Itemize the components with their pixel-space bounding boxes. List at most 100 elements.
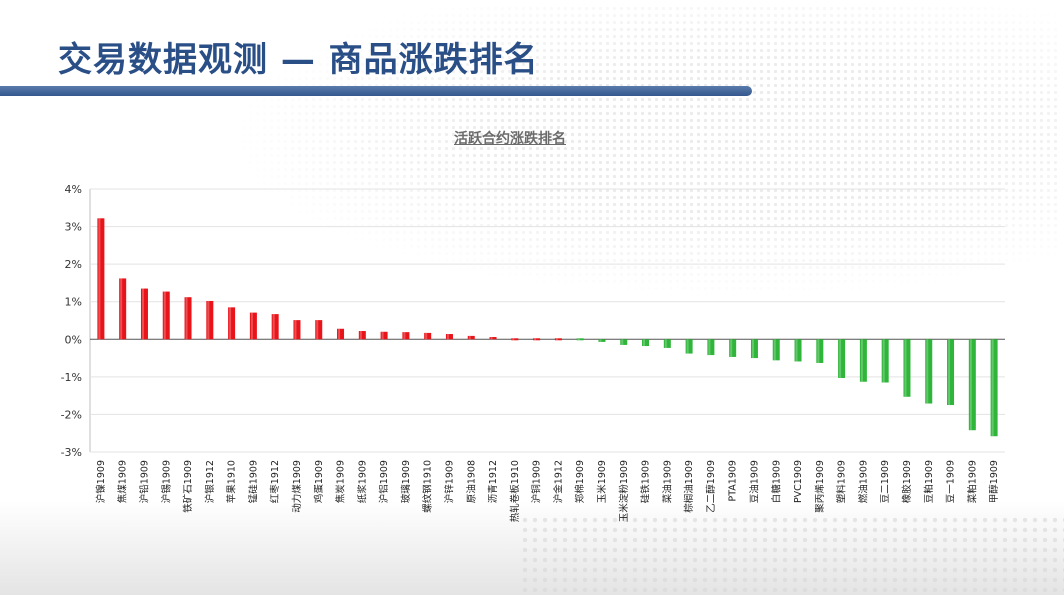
x-tick-label: PTA1909 bbox=[728, 460, 739, 501]
bar bbox=[489, 337, 497, 340]
y-tick-label: -2% bbox=[61, 408, 82, 421]
title-underline-bar bbox=[0, 86, 752, 96]
bar-highlight bbox=[686, 339, 689, 354]
bar-highlight bbox=[294, 320, 297, 340]
bar-highlight bbox=[141, 288, 144, 340]
bar-highlight bbox=[773, 339, 776, 361]
bar-highlight bbox=[708, 339, 711, 356]
x-tick-label: 焦炭1909 bbox=[335, 460, 347, 503]
bar bbox=[772, 339, 780, 361]
bar bbox=[859, 339, 867, 382]
x-tick-label: 豆粕1909 bbox=[923, 460, 935, 503]
x-tick-label: 原油1908 bbox=[465, 460, 477, 503]
bar bbox=[663, 339, 671, 348]
x-tick-label: 沥青1912 bbox=[487, 460, 499, 503]
x-tick-label: 苹果1910 bbox=[226, 460, 238, 503]
bar-highlight bbox=[948, 339, 951, 406]
bar bbox=[511, 338, 519, 341]
bar bbox=[554, 338, 562, 341]
bar-highlight bbox=[730, 339, 733, 357]
bar-highlight bbox=[120, 278, 123, 340]
x-tick-label: 白糖1909 bbox=[770, 460, 782, 503]
x-tick-label: 硅铁1909 bbox=[640, 460, 652, 503]
bar-highlight bbox=[882, 339, 885, 383]
x-tick-label: 燃油1909 bbox=[857, 460, 869, 503]
bar-highlight bbox=[207, 300, 210, 340]
bar-highlight bbox=[250, 312, 253, 340]
bar-highlight bbox=[381, 331, 384, 340]
y-tick-label: 2% bbox=[65, 258, 82, 271]
bar-highlight bbox=[795, 339, 798, 362]
bar-highlight bbox=[446, 334, 449, 340]
bar bbox=[271, 314, 279, 340]
bar-highlight bbox=[817, 339, 820, 363]
x-tick-label: 沪金1912 bbox=[552, 460, 564, 503]
bar-highlight bbox=[403, 332, 406, 340]
x-tick-label: 豆一1909 bbox=[946, 460, 957, 503]
bar-highlight bbox=[860, 339, 863, 382]
bar bbox=[642, 339, 650, 347]
bar-highlight bbox=[229, 307, 232, 340]
bar bbox=[838, 339, 846, 378]
background-dot-pattern bbox=[520, 515, 1064, 595]
x-tick-label: 沪铝1909 bbox=[378, 460, 390, 503]
bar bbox=[968, 339, 976, 431]
bar bbox=[707, 339, 715, 356]
bar bbox=[358, 331, 366, 340]
bar bbox=[228, 307, 236, 340]
bar bbox=[445, 334, 453, 340]
bar bbox=[97, 218, 105, 340]
x-tick-label: 沪锡1909 bbox=[160, 460, 172, 503]
x-tick-label: 菜粕1909 bbox=[966, 460, 978, 503]
y-tick-label: -1% bbox=[61, 371, 82, 384]
bar bbox=[990, 339, 998, 437]
x-tick-label: 锰硅1909 bbox=[247, 460, 259, 503]
bar-highlight bbox=[338, 328, 341, 340]
bar bbox=[947, 339, 955, 406]
x-tick-label: 玻璃1909 bbox=[400, 460, 412, 503]
x-tick-label: 玉米淀粉1909 bbox=[618, 460, 630, 522]
bar-highlight bbox=[98, 218, 101, 340]
x-tick-label: 聚丙烯1909 bbox=[814, 460, 826, 513]
x-tick-label: 沪铜1909 bbox=[531, 460, 543, 503]
bar-highlight bbox=[599, 339, 602, 342]
x-tick-label: 玉米1909 bbox=[596, 460, 608, 503]
x-tick-label: 沪铅1909 bbox=[138, 460, 150, 503]
x-tick-label: 豆二1909 bbox=[880, 460, 891, 503]
bar-highlight bbox=[751, 339, 754, 359]
bar-highlight bbox=[425, 332, 428, 340]
bar-highlight bbox=[185, 297, 188, 340]
x-tick-label: 螺纹钢1910 bbox=[422, 460, 434, 513]
bar bbox=[598, 339, 606, 342]
bar bbox=[184, 297, 192, 340]
y-tick-label: 1% bbox=[65, 296, 82, 309]
x-tick-label: 焦煤1909 bbox=[117, 460, 129, 503]
bar bbox=[881, 339, 889, 383]
bar bbox=[424, 332, 432, 340]
bar-highlight bbox=[316, 320, 319, 340]
bar-highlight bbox=[272, 314, 275, 340]
bar-highlight bbox=[839, 339, 842, 378]
bar-highlight bbox=[926, 339, 929, 404]
bar-highlight bbox=[555, 338, 558, 341]
bar-highlight bbox=[512, 338, 515, 341]
bar-highlight bbox=[969, 339, 972, 431]
bar bbox=[533, 338, 541, 341]
bar-highlight bbox=[359, 331, 362, 340]
bar-highlight bbox=[577, 338, 580, 341]
bar bbox=[162, 291, 170, 340]
x-tick-label: 乙二醇1909 bbox=[705, 460, 717, 513]
bar bbox=[140, 288, 148, 340]
bar bbox=[729, 339, 737, 357]
bar-highlight bbox=[904, 339, 907, 397]
page-title: 交易数据观测 — 商品涨跌排名 bbox=[58, 40, 539, 80]
bar-highlight bbox=[664, 339, 667, 348]
x-tick-label: 沪锌1909 bbox=[443, 460, 455, 503]
x-tick-label: 沪银1912 bbox=[204, 460, 216, 503]
bar bbox=[576, 338, 584, 341]
bar bbox=[402, 332, 410, 340]
x-tick-label: 郑棉1909 bbox=[574, 460, 586, 503]
bar-highlight bbox=[490, 337, 493, 340]
bar bbox=[925, 339, 933, 404]
